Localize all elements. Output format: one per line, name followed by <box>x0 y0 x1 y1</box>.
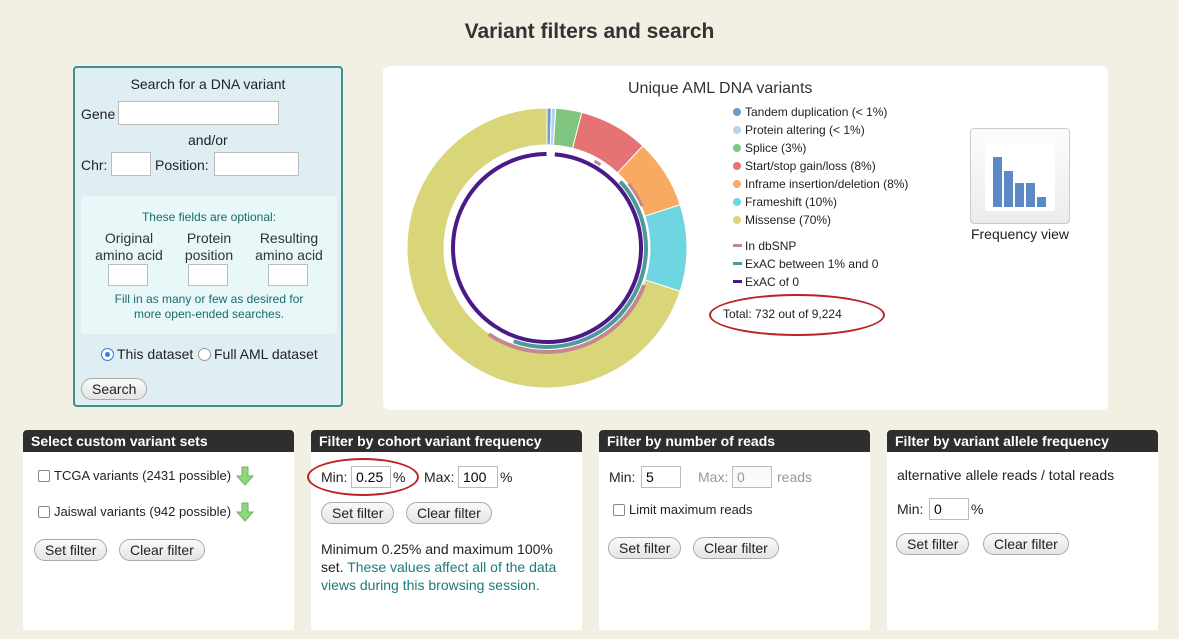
cohort-max-input[interactable] <box>458 466 498 488</box>
legend-swatch <box>733 126 741 134</box>
tcga-label: TCGA variants (2431 possible) <box>54 468 232 483</box>
protein-position-label: Protein position <box>184 230 234 263</box>
legend-swatch <box>733 280 742 283</box>
custom-sets-header: Select custom variant sets <box>23 430 294 452</box>
cohort-clear-button[interactable]: Clear filter <box>406 502 492 524</box>
frequency-view-thumbnail <box>985 143 1055 211</box>
donut-chart[interactable] <box>397 98 697 398</box>
reads-min-input[interactable] <box>641 466 681 488</box>
resulting-aa-input[interactable] <box>268 264 308 286</box>
legend-label: ExAC of 0 <box>745 275 800 289</box>
full-aml-label: Full AML dataset <box>214 346 318 362</box>
frequency-view-label: Frequency view <box>970 226 1070 242</box>
donut-annotation-arc <box>593 159 602 166</box>
legend-swatch <box>733 108 741 116</box>
chr-label: Chr: <box>81 157 108 173</box>
chart-title: Unique AML DNA variants <box>628 80 813 97</box>
histogram-icon <box>993 157 1046 207</box>
tcga-checkbox[interactable] <box>38 470 50 482</box>
cohort-frequency-panel: Filter by cohort variant frequency Min: … <box>307 430 582 630</box>
vaf-min-input[interactable] <box>929 498 969 520</box>
chr-input[interactable] <box>111 152 151 176</box>
cohort-description: Minimum 0.25% and maximum 100% set. Thes… <box>321 541 557 593</box>
total-highlight-ellipse <box>709 294 885 336</box>
this-dataset-radio[interactable] <box>101 348 114 361</box>
vaf-panel: Filter by variant allele frequency alter… <box>887 430 1158 630</box>
search-heading: Search for a DNA variant <box>130 76 286 92</box>
vaf-description: alternative allele reads / total reads <box>897 467 1115 483</box>
reads-max-input[interactable] <box>732 466 772 488</box>
chart-panel: Unique AML DNA variants Tandem duplicati… <box>383 66 1108 410</box>
jaiswal-checkbox[interactable] <box>38 506 50 518</box>
legend-label: In dbSNP <box>745 239 797 253</box>
gene-label: Gene <box>81 106 116 122</box>
legend-swatch <box>733 262 742 265</box>
custom-sets-set-button[interactable]: Set filter <box>34 539 108 561</box>
legend-label: Start/stop gain/loss (8%) <box>745 159 876 173</box>
page-title: Variant filters and search <box>464 20 715 43</box>
position-input[interactable] <box>214 152 299 176</box>
legend-label: Tandem duplication (< 1%) <box>745 105 888 119</box>
reads-panel: Filter by number of reads Min: Max: read… <box>599 430 870 630</box>
search-button[interactable]: Search <box>81 378 148 400</box>
optional-fields-box: These fields are optional: Original amino… <box>81 196 337 334</box>
legend-label: ExAC between 1% and 0 <box>745 257 879 271</box>
legend-label: Inframe insertion/deletion (8%) <box>745 177 909 191</box>
this-dataset-label: This dataset <box>117 346 194 362</box>
jaiswal-down-arrow-icon[interactable] <box>236 502 254 522</box>
legend-swatch <box>733 198 741 206</box>
donut-annotation-arc <box>627 182 644 207</box>
gene-input[interactable] <box>118 101 279 125</box>
donut-annotation-arc <box>487 284 647 354</box>
vaf-min-pct: % <box>971 501 984 517</box>
full-aml-radio[interactable] <box>198 348 211 361</box>
legend-label: Splice (3%) <box>745 141 807 155</box>
legend-label: Missense (70%) <box>745 213 832 227</box>
reads-unit-label: reads <box>777 469 813 485</box>
vaf-set-button[interactable]: Set filter <box>896 533 970 555</box>
optional-note: These fields are optional: <box>141 210 277 224</box>
legend-swatch <box>733 144 741 152</box>
original-aa-input[interactable] <box>108 264 148 286</box>
original-aa-label: Original amino acid <box>95 230 163 263</box>
custom-sets-clear-button[interactable]: Clear filter <box>119 539 205 561</box>
limit-max-reads-checkbox[interactable] <box>613 504 625 516</box>
legend-swatch <box>733 244 742 247</box>
search-panel: Search for a DNA variant Gene and/or Chr… <box>73 66 343 407</box>
custom-sets-panel: Select custom variant sets TCGA variants… <box>23 430 294 630</box>
donut-slice[interactable] <box>644 204 688 292</box>
donut-annotation-arc <box>513 180 648 349</box>
cohort-max-label: Max: <box>424 469 455 485</box>
reads-header: Filter by number of reads <box>599 430 870 452</box>
limit-max-reads-label: Limit maximum reads <box>629 502 753 517</box>
andor-label: and/or <box>188 132 228 148</box>
cohort-set-button[interactable]: Set filter <box>321 502 395 524</box>
reads-max-label: Max: <box>698 469 729 485</box>
fill-note: Fill in as many or few as desired for mor… <box>114 292 304 321</box>
vaf-clear-button[interactable]: Clear filter <box>983 533 1069 555</box>
legend-swatch <box>733 216 741 224</box>
position-label: Position: <box>155 157 209 173</box>
frequency-view-button[interactable] <box>970 128 1070 224</box>
legend-swatch <box>733 180 741 188</box>
legend-swatch <box>733 162 741 170</box>
cohort-max-pct: % <box>500 469 513 485</box>
reads-min-label: Min: <box>609 469 636 485</box>
legend-label: Frameshift (10%) <box>745 195 838 209</box>
protein-position-input[interactable] <box>188 264 228 286</box>
vaf-min-label: Min: <box>897 501 924 517</box>
reads-set-button[interactable]: Set filter <box>608 537 682 559</box>
reads-clear-button[interactable]: Clear filter <box>693 537 779 559</box>
cohort-frequency-header: Filter by cohort variant frequency <box>311 430 582 452</box>
legend-label: Protein altering (< 1%) <box>745 123 865 137</box>
resulting-aa-label: Resulting amino acid <box>255 230 323 263</box>
jaiswal-label: Jaiswal variants (942 possible) <box>54 504 232 519</box>
cohort-min-highlight-ellipse <box>307 458 419 496</box>
vaf-header: Filter by variant allele frequency <box>887 430 1158 452</box>
tcga-down-arrow-icon[interactable] <box>236 466 254 486</box>
donut-annotation-arc <box>451 152 643 344</box>
